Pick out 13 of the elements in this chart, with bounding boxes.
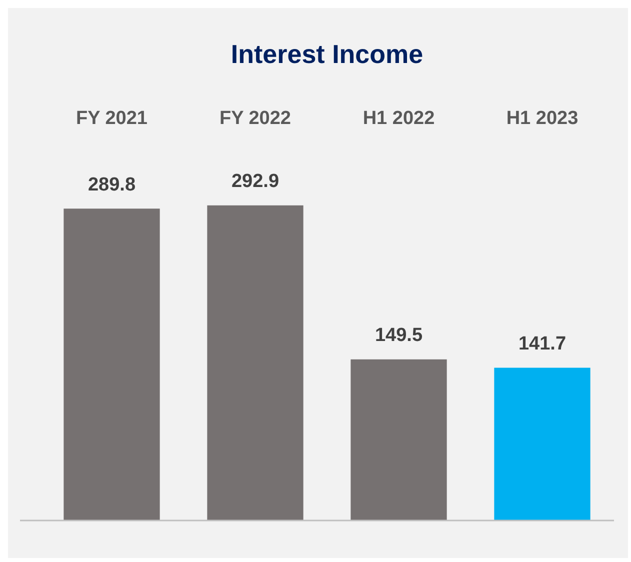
x-tick-label: H1 2022: [362, 108, 435, 129]
x-tick-label: FY 2021: [76, 108, 148, 129]
x-tick-label: FY 2022: [220, 108, 291, 129]
data-label: 292.9: [231, 171, 280, 192]
x-tick-label: H1 2023: [506, 108, 578, 129]
bar: [64, 208, 160, 520]
bar: [494, 368, 590, 520]
data-label: 141.7: [518, 334, 566, 355]
bar: [350, 359, 447, 520]
chart-title: Interest Income: [230, 38, 424, 69]
bar: [207, 205, 304, 520]
data-label: 289.8: [88, 174, 136, 196]
data-label: 149.5: [374, 325, 423, 346]
